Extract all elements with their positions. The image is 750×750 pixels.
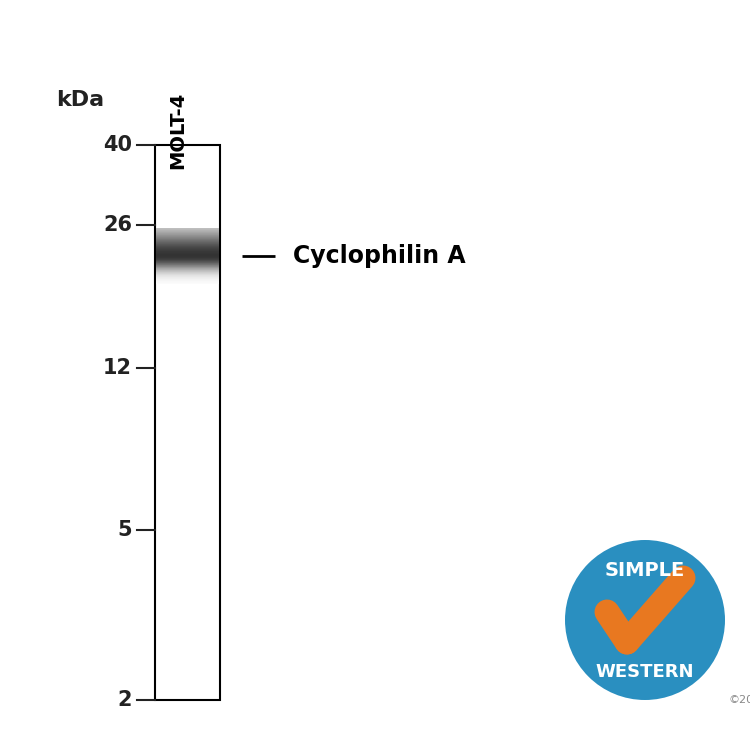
Text: 26: 26 [103, 214, 132, 235]
Text: Cyclophilin A: Cyclophilin A [293, 244, 466, 268]
Circle shape [565, 540, 725, 700]
Text: 5: 5 [117, 520, 132, 540]
Text: 2: 2 [118, 690, 132, 710]
Text: WESTERN: WESTERN [596, 663, 694, 681]
Text: 40: 40 [103, 135, 132, 155]
Bar [155, 145, 220, 700]
Text: MOLT-4: MOLT-4 [169, 92, 188, 169]
Text: SIMPLE: SIMPLE [604, 560, 686, 580]
Text: 12: 12 [103, 358, 132, 378]
Text: ©2014: ©2014 [729, 695, 750, 705]
Text: kDa: kDa [56, 90, 104, 110]
